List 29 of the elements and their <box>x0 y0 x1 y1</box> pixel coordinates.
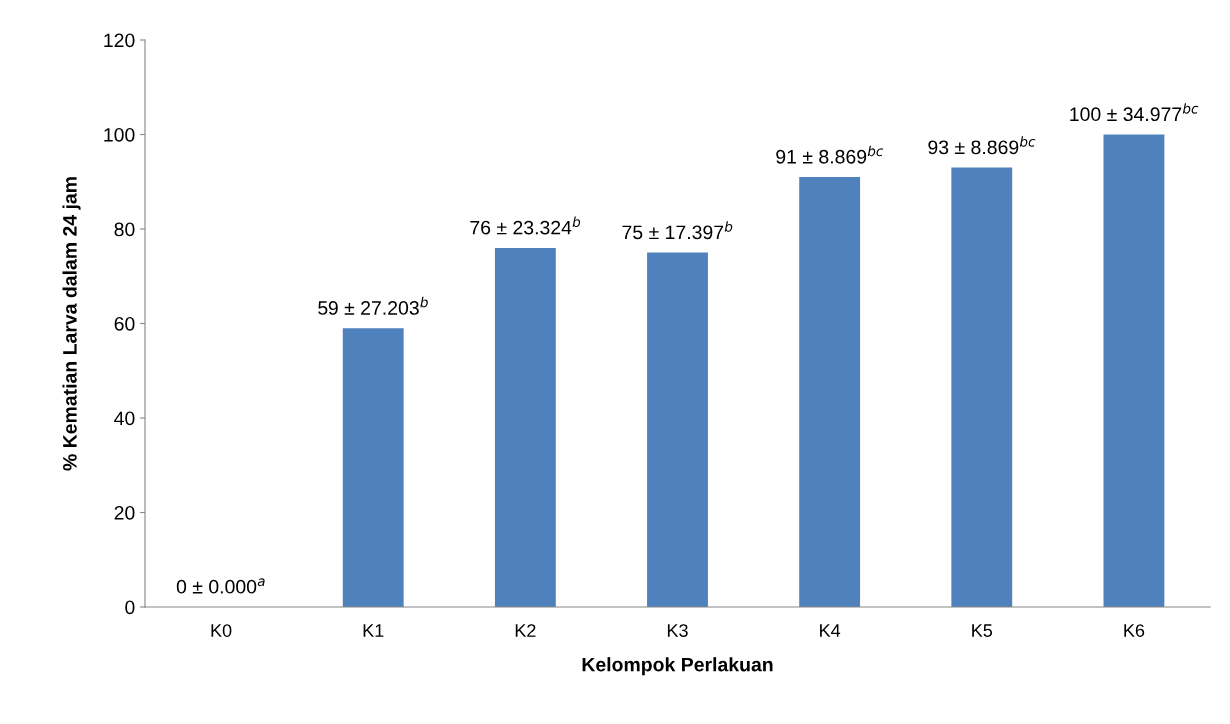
y-tick-label: 0 <box>125 600 135 615</box>
data-label: 91 ± 8.869$^{bc}$ <box>776 145 884 164</box>
y-tick-label: 120 <box>104 33 135 48</box>
x-tick-label: K3 <box>667 624 688 637</box>
y-tick-label: 20 <box>114 505 135 520</box>
data-label: 0 ± 0.000$^{a}$ <box>176 578 265 594</box>
x-tick-label: K0 <box>211 624 232 637</box>
data-label: 75 ± 17.397$^{b}$ <box>622 221 733 240</box>
y-tick-label: 80 <box>114 222 135 237</box>
y-tick-label: 100 <box>104 127 135 142</box>
x-tick-label: K1 <box>363 624 384 637</box>
x-tick-label: K5 <box>972 624 993 637</box>
bar <box>647 252 708 607</box>
x-tick-label: K2 <box>515 624 536 637</box>
bar <box>951 167 1013 607</box>
bar <box>494 247 556 607</box>
bar <box>799 177 861 607</box>
y-axis-title: % Kematian Larva dalam 24 jam <box>62 177 81 471</box>
y-tick-label: 60 <box>114 316 135 331</box>
data-label: 100 ± 34.977$^{bc}$ <box>1070 103 1199 122</box>
data-label: 93 ± 8.869$^{bc}$ <box>928 136 1036 155</box>
x-tick-label: K4 <box>820 624 841 637</box>
x-tick-label: K6 <box>1124 624 1145 637</box>
x-axis-title: Kelompok Perlakuan <box>582 657 773 676</box>
y-tick-label: 40 <box>114 411 135 426</box>
data-label: 76 ± 23.324$^{b}$ <box>470 216 581 235</box>
bar <box>342 328 404 607</box>
data-label: 59 ± 27.203$^{b}$ <box>318 296 428 315</box>
bar <box>1103 134 1165 607</box>
